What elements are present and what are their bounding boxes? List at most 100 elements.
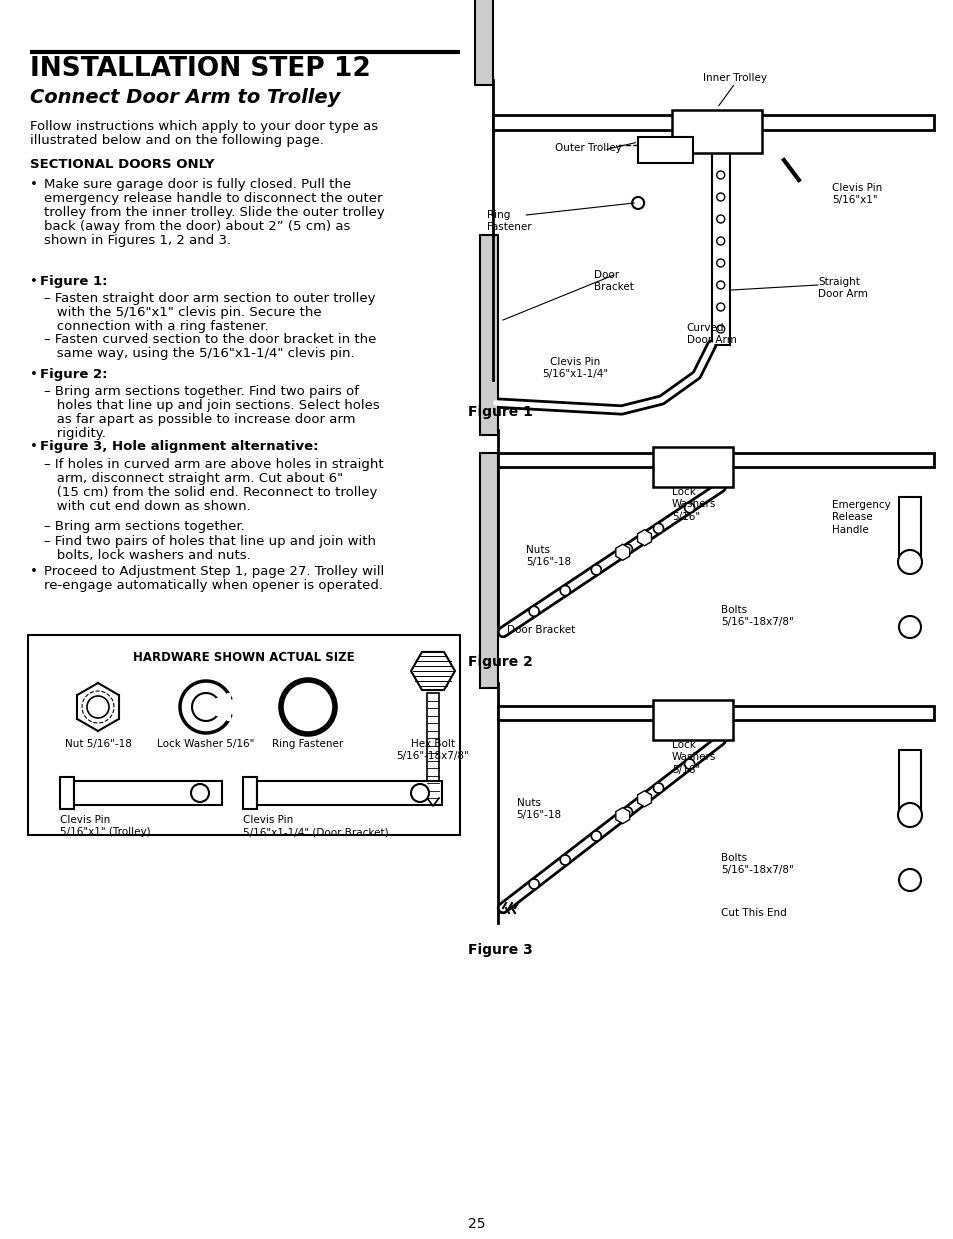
- Bar: [898, 750, 920, 810]
- Circle shape: [898, 869, 920, 891]
- Text: re-engage automatically when opener is operated.: re-engage automatically when opener is o…: [44, 579, 382, 592]
- Text: Clevis Pin
5/16"x1-1/4": Clevis Pin 5/16"x1-1/4": [541, 357, 607, 379]
- Text: Emergency
Release
Handle: Emergency Release Handle: [832, 501, 890, 535]
- Text: Bolts
5/16"-18x7/8": Bolts 5/16"-18x7/8": [720, 605, 793, 627]
- Bar: [74, 781, 222, 805]
- Text: – Bring arm sections together.: – Bring arm sections together.: [44, 520, 245, 533]
- Text: Door
Bracket: Door Bracket: [594, 270, 634, 292]
- Circle shape: [716, 237, 724, 245]
- Bar: [497, 706, 933, 720]
- Polygon shape: [616, 544, 629, 560]
- Text: Clevis Pin
5/16"x1" (Trolley): Clevis Pin 5/16"x1" (Trolley): [60, 815, 151, 838]
- Bar: [672, 110, 761, 152]
- Text: Nuts
5/16"-18: Nuts 5/16"-18: [526, 545, 571, 567]
- Text: •: •: [30, 368, 42, 382]
- Text: •: •: [30, 565, 38, 579]
- Text: Figure 1:: Figure 1:: [40, 275, 108, 287]
- Bar: [60, 777, 74, 809]
- Text: bolts, lock washers and nuts.: bolts, lock washers and nuts.: [44, 549, 251, 563]
- Text: Outer Trolley: Outer Trolley: [555, 142, 621, 152]
- Text: Figure 2:: Figure 2:: [40, 368, 108, 382]
- Circle shape: [716, 259, 724, 266]
- Bar: [28, 636, 459, 835]
- Text: – If holes in curved arm are above holes in straight: – If holes in curved arm are above holes…: [44, 458, 383, 471]
- Text: illustrated below and on the following page.: illustrated below and on the following p…: [30, 134, 323, 147]
- Circle shape: [716, 216, 724, 223]
- Text: Figure 2: Figure 2: [468, 655, 533, 669]
- Bar: [638, 138, 693, 164]
- Polygon shape: [411, 652, 455, 690]
- Circle shape: [191, 784, 209, 802]
- Bar: [497, 453, 933, 467]
- Text: SECTIONAL DOORS ONLY: SECTIONAL DOORS ONLY: [30, 159, 214, 171]
- Text: (15 cm) from the solid end. Reconnect to trolley: (15 cm) from the solid end. Reconnect to…: [44, 486, 377, 499]
- Circle shape: [897, 550, 921, 574]
- Circle shape: [529, 606, 538, 616]
- Text: •: •: [30, 440, 42, 453]
- Text: Proceed to Adjustment Step 1, page 27. Trolley will: Proceed to Adjustment Step 1, page 27. T…: [44, 565, 384, 579]
- Polygon shape: [637, 790, 651, 807]
- Text: Nut 5/16"-18: Nut 5/16"-18: [65, 738, 132, 750]
- Text: HARDWARE SHOWN ACTUAL SIZE: HARDWARE SHOWN ACTUAL SIZE: [133, 650, 355, 664]
- Text: Bolts
5/16"-18x7/8": Bolts 5/16"-18x7/8": [720, 852, 793, 876]
- Text: rigidity.: rigidity.: [44, 427, 106, 440]
- Bar: [475, 0, 493, 85]
- Text: back (away from the door) about 2” (5 cm) as: back (away from the door) about 2” (5 cm…: [44, 221, 350, 233]
- Text: •: •: [30, 275, 42, 287]
- Text: – Find two pairs of holes that line up and join with: – Find two pairs of holes that line up a…: [44, 535, 375, 548]
- Text: Lock Washer 5/16": Lock Washer 5/16": [157, 738, 254, 750]
- Text: Lock
Washers
5/16": Lock Washers 5/16": [672, 740, 716, 774]
- Bar: [479, 453, 497, 688]
- Bar: [711, 150, 729, 344]
- Bar: [493, 115, 933, 130]
- Text: Figure 1: Figure 1: [468, 405, 533, 419]
- Circle shape: [897, 803, 921, 826]
- Text: Curved
Door Arm: Curved Door Arm: [686, 323, 736, 346]
- Text: trolley from the inner trolley. Slide the outer trolley: trolley from the inner trolley. Slide th…: [44, 206, 384, 219]
- Bar: [652, 447, 732, 487]
- Text: – Fasten curved section to the door bracket in the: – Fasten curved section to the door brac…: [44, 333, 376, 346]
- Circle shape: [684, 760, 694, 769]
- Polygon shape: [616, 808, 629, 824]
- Text: Nuts
5/16"-18: Nuts 5/16"-18: [517, 798, 561, 820]
- Circle shape: [716, 304, 724, 311]
- Circle shape: [87, 696, 109, 717]
- Text: with cut end down as shown.: with cut end down as shown.: [44, 501, 251, 513]
- Circle shape: [716, 171, 724, 178]
- Text: Lock
Washers
5/16": Lock Washers 5/16": [672, 487, 716, 522]
- Text: connection with a ring fastener.: connection with a ring fastener.: [44, 320, 269, 333]
- Bar: [652, 700, 732, 740]
- Text: Connect Door Arm to Trolley: Connect Door Arm to Trolley: [30, 88, 340, 107]
- Text: – Fasten straight door arm section to outer trolley: – Fasten straight door arm section to ou…: [44, 292, 375, 305]
- Bar: [898, 497, 920, 558]
- Text: Follow instructions which apply to your door type as: Follow instructions which apply to your …: [30, 120, 377, 133]
- Text: Figure 3, Hole alignment alternative:: Figure 3, Hole alignment alternative:: [40, 440, 318, 453]
- Circle shape: [411, 784, 429, 802]
- Text: Door Bracket: Door Bracket: [506, 624, 575, 636]
- Text: as far apart as possible to increase door arm: as far apart as possible to increase doo…: [44, 413, 355, 426]
- Text: Cut This End: Cut This End: [720, 908, 785, 918]
- Text: – Bring arm sections together. Find two pairs of: – Bring arm sections together. Find two …: [44, 385, 358, 398]
- Bar: [427, 693, 438, 798]
- Bar: [243, 777, 256, 809]
- Text: Hex Bolt
5/16"-18x7/8": Hex Bolt 5/16"-18x7/8": [396, 738, 469, 762]
- Circle shape: [653, 783, 663, 793]
- Circle shape: [281, 680, 335, 733]
- Text: Make sure garage door is fully closed. Pull the: Make sure garage door is fully closed. P…: [44, 178, 351, 191]
- Circle shape: [653, 523, 663, 534]
- Text: holes that line up and join sections. Select holes: holes that line up and join sections. Se…: [44, 399, 379, 413]
- Circle shape: [290, 689, 326, 725]
- Circle shape: [621, 544, 632, 554]
- Text: emergency release handle to disconnect the outer: emergency release handle to disconnect t…: [44, 192, 382, 204]
- Text: with the 5/16"x1" clevis pin. Secure the: with the 5/16"x1" clevis pin. Secure the: [44, 306, 321, 318]
- Text: Figure 3: Figure 3: [468, 943, 532, 957]
- Circle shape: [716, 193, 724, 201]
- Circle shape: [559, 855, 570, 865]
- Text: •: •: [30, 178, 38, 191]
- Bar: [479, 235, 497, 435]
- Circle shape: [621, 807, 632, 817]
- Circle shape: [559, 586, 570, 596]
- Text: arm, disconnect straight arm. Cut about 6": arm, disconnect straight arm. Cut about …: [44, 472, 343, 484]
- Circle shape: [529, 878, 538, 890]
- Text: 25: 25: [468, 1217, 485, 1232]
